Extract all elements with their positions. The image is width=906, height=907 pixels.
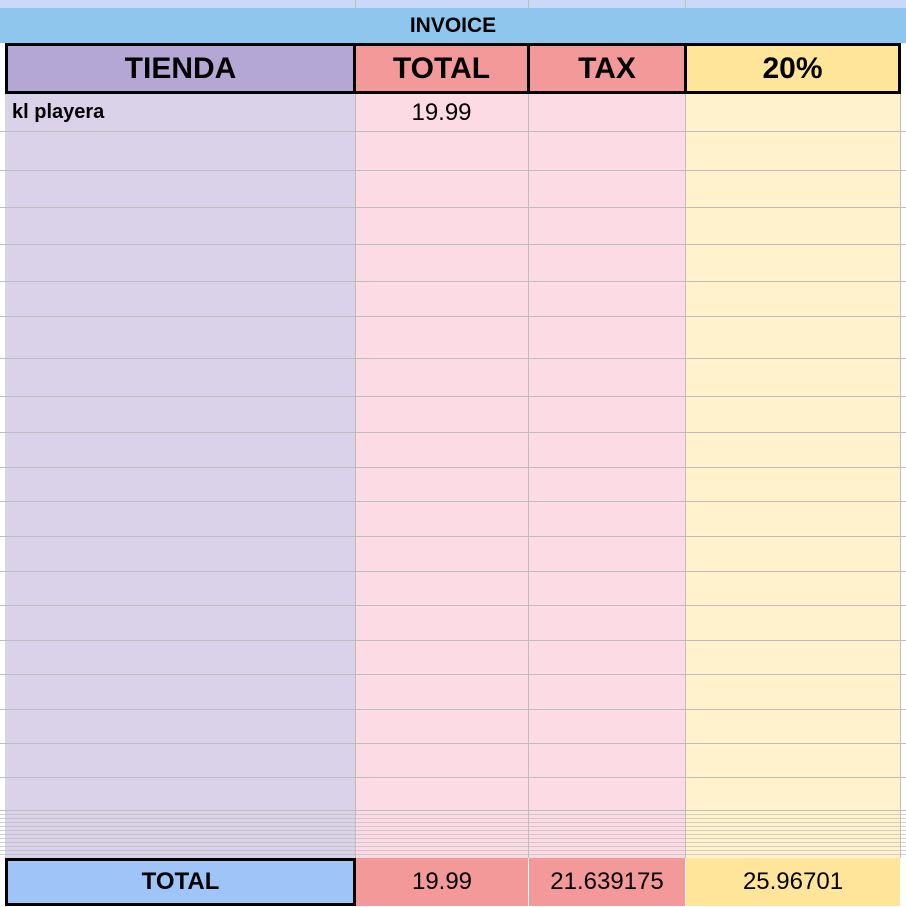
row-line (0, 432, 906, 433)
column-line (355, 94, 356, 858)
total-total: 19.99 (356, 858, 528, 906)
row-line (0, 743, 906, 744)
row-line (0, 826, 906, 827)
header-tax: TAX (527, 43, 687, 94)
row-line (0, 316, 906, 317)
row-line (0, 822, 906, 823)
row-line (0, 571, 906, 572)
column-body (685, 94, 900, 858)
row-line (0, 834, 906, 835)
row-line (0, 536, 906, 537)
column-line (685, 0, 686, 8)
column-body (5, 94, 355, 858)
total-tax: 21.639175 (529, 858, 685, 906)
row-line (0, 838, 906, 839)
header-total: TOTAL (353, 43, 530, 94)
row-line (0, 842, 906, 843)
row-line (0, 396, 906, 397)
row-line (0, 244, 906, 245)
row-line (0, 709, 906, 710)
row-line (0, 777, 906, 778)
top-row-strip (0, 0, 906, 8)
row-line (0, 605, 906, 606)
row-line (0, 170, 906, 171)
column-body (528, 94, 685, 858)
total-percent: 25.96701 (686, 858, 900, 906)
column-line (528, 0, 529, 8)
row-line (0, 467, 906, 468)
row-line (0, 640, 906, 641)
header-tienda: TIENDA (5, 43, 356, 94)
row-line (0, 830, 906, 831)
cell-tienda: kl playera (12, 101, 105, 123)
row-line (0, 281, 906, 282)
row-line (0, 818, 906, 819)
column-line (900, 94, 901, 858)
column-body (355, 94, 528, 858)
row-line (0, 850, 906, 851)
row-line (0, 674, 906, 675)
total-label: TOTAL (5, 858, 356, 906)
header-percent: 20% (684, 43, 901, 94)
row-line (0, 846, 906, 847)
row-line (0, 131, 906, 132)
row-line (0, 207, 906, 208)
column-line (528, 94, 529, 858)
invoice-title: INVOICE (0, 8, 906, 43)
row-line (0, 854, 906, 855)
row-line (0, 810, 906, 811)
cell-total: 19.99 (411, 98, 472, 126)
row-line (0, 358, 906, 359)
column-line (685, 94, 686, 858)
row-line (0, 501, 906, 502)
row-line (0, 814, 906, 815)
column-line (355, 0, 356, 8)
